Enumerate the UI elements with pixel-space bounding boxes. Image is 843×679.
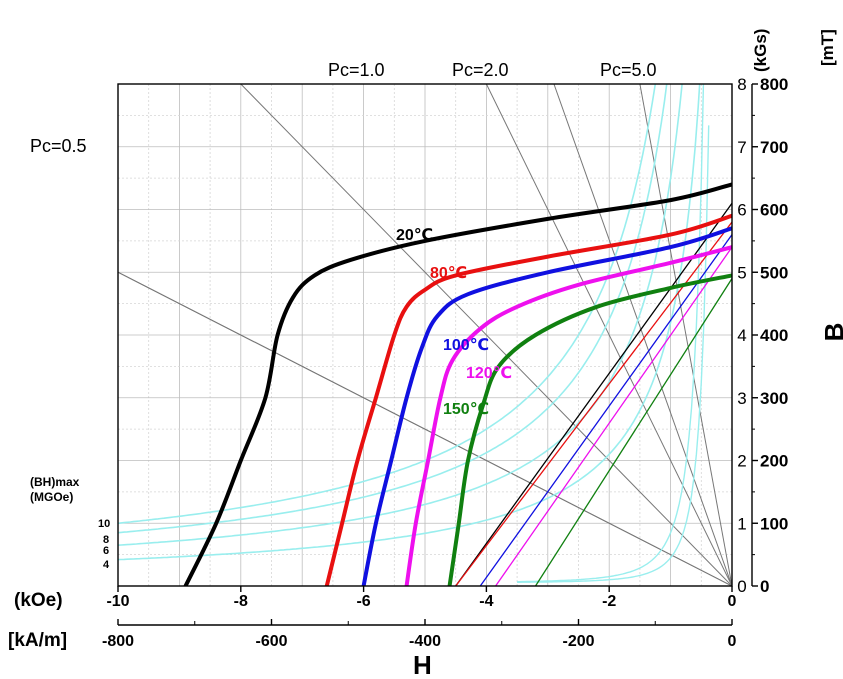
y-tick-label: 800 xyxy=(760,75,788,94)
bhmax-unit: (MGOe) xyxy=(30,490,73,504)
permeance-labels: Pc=0.5 Pc=1.0 Pc=2.0 Pc=5.0 xyxy=(30,60,657,156)
y-tick-label: 5 xyxy=(737,263,746,282)
pc-label: Pc=2.0 xyxy=(452,60,509,80)
y-tick-label: 600 xyxy=(760,201,788,220)
permeance-line xyxy=(118,271,732,586)
bhmax-curve xyxy=(517,125,710,583)
y-axis-label: B xyxy=(819,323,843,342)
y-unit-mt: [mT] xyxy=(818,29,837,66)
bhmax-labels: (BH)max (MGOe) 10 8 6 4 xyxy=(30,475,110,571)
x-tick-label: -400 xyxy=(409,633,441,650)
bhmax-curve xyxy=(118,84,701,561)
y-tick-label: 3 xyxy=(737,389,746,408)
x-tick-label: -10 xyxy=(106,593,129,610)
recoil-line xyxy=(534,278,732,586)
series-labels: 20℃ 80℃ 100℃ 120℃ 150℃ xyxy=(396,227,512,418)
y-unit-kgs: (kGs) xyxy=(751,29,770,72)
bh-curve xyxy=(183,182,732,586)
series-label: 20℃ xyxy=(396,227,433,244)
axes: -10 -8 -6 -4 -2 0-800 -600 -400 -200 001234567801… xyxy=(102,75,788,650)
x-tick-label: -600 xyxy=(255,633,287,650)
permeance-line xyxy=(485,84,732,586)
x-tick-label: 0 xyxy=(728,593,737,610)
bhmax-value: 8 xyxy=(103,534,109,546)
x-tick-label: -800 xyxy=(102,633,134,650)
bhmax-value: 10 xyxy=(98,518,110,530)
axis-titles: H B (kOe) [kA/m] (kGs) [mT] xyxy=(8,29,843,679)
bhmax-curve xyxy=(118,84,657,525)
series-label: 150℃ xyxy=(443,401,489,418)
x-unit-kam: [kA/m] xyxy=(8,630,67,651)
pc-label: Pc=0.5 xyxy=(30,136,87,156)
plot-frame xyxy=(117,83,733,587)
series-label: 80℃ xyxy=(430,265,467,282)
x-unit-koe: (kOe) xyxy=(14,590,63,611)
x-tick-label: -4 xyxy=(479,593,493,610)
bhmax-title: (BH)max xyxy=(30,475,80,489)
y-tick-label: 300 xyxy=(760,389,788,408)
permeance-line xyxy=(553,84,732,586)
recoil-line xyxy=(455,202,732,586)
recoil-line xyxy=(455,221,732,586)
y-tick-label: 200 xyxy=(760,452,788,471)
x-tick-label: 0 xyxy=(728,633,737,650)
x-axis-label: H xyxy=(413,650,432,679)
recoil-line xyxy=(479,234,732,586)
series-label: 100℃ xyxy=(443,337,489,354)
permeance-line xyxy=(639,84,732,586)
recoil-lines xyxy=(455,202,732,586)
y-tick-label: 8 xyxy=(737,75,746,94)
bh-curve xyxy=(447,273,732,586)
y-tick-label: 4 xyxy=(737,326,746,345)
bh-curve xyxy=(324,213,732,586)
y-tick-label: 6 xyxy=(737,201,746,220)
bhmax-value: 4 xyxy=(103,559,110,571)
y-tick-label: 0 xyxy=(760,577,769,596)
x-tick-label: -8 xyxy=(234,593,248,610)
bh-curve xyxy=(404,245,732,586)
bh-curve xyxy=(361,226,732,586)
y-tick-label: 500 xyxy=(760,263,788,282)
recoil-line xyxy=(495,246,732,586)
y-tick-label: 100 xyxy=(760,514,788,533)
y-tick-label: 400 xyxy=(760,326,788,345)
pc-label: Pc=1.0 xyxy=(328,60,385,80)
y-tick-label: 1 xyxy=(737,514,746,533)
y-tick-label: 7 xyxy=(737,138,746,157)
bh-curves xyxy=(183,182,732,586)
bhmax-curve xyxy=(517,84,705,583)
permeance-line xyxy=(240,84,732,586)
x-tick-label: -6 xyxy=(356,593,370,610)
y-tick-label: 2 xyxy=(737,452,746,471)
x-tick-label: -200 xyxy=(562,633,594,650)
series-label: 120℃ xyxy=(466,365,512,382)
y-tick-label: 0 xyxy=(737,577,746,596)
y-tick-label: 700 xyxy=(760,138,788,157)
bhmax-curve xyxy=(118,84,668,534)
pc-label: Pc=5.0 xyxy=(600,60,657,80)
bhmax-value: 6 xyxy=(103,545,109,557)
x-tick-label: -2 xyxy=(602,593,616,610)
permeance-lines xyxy=(118,84,732,586)
